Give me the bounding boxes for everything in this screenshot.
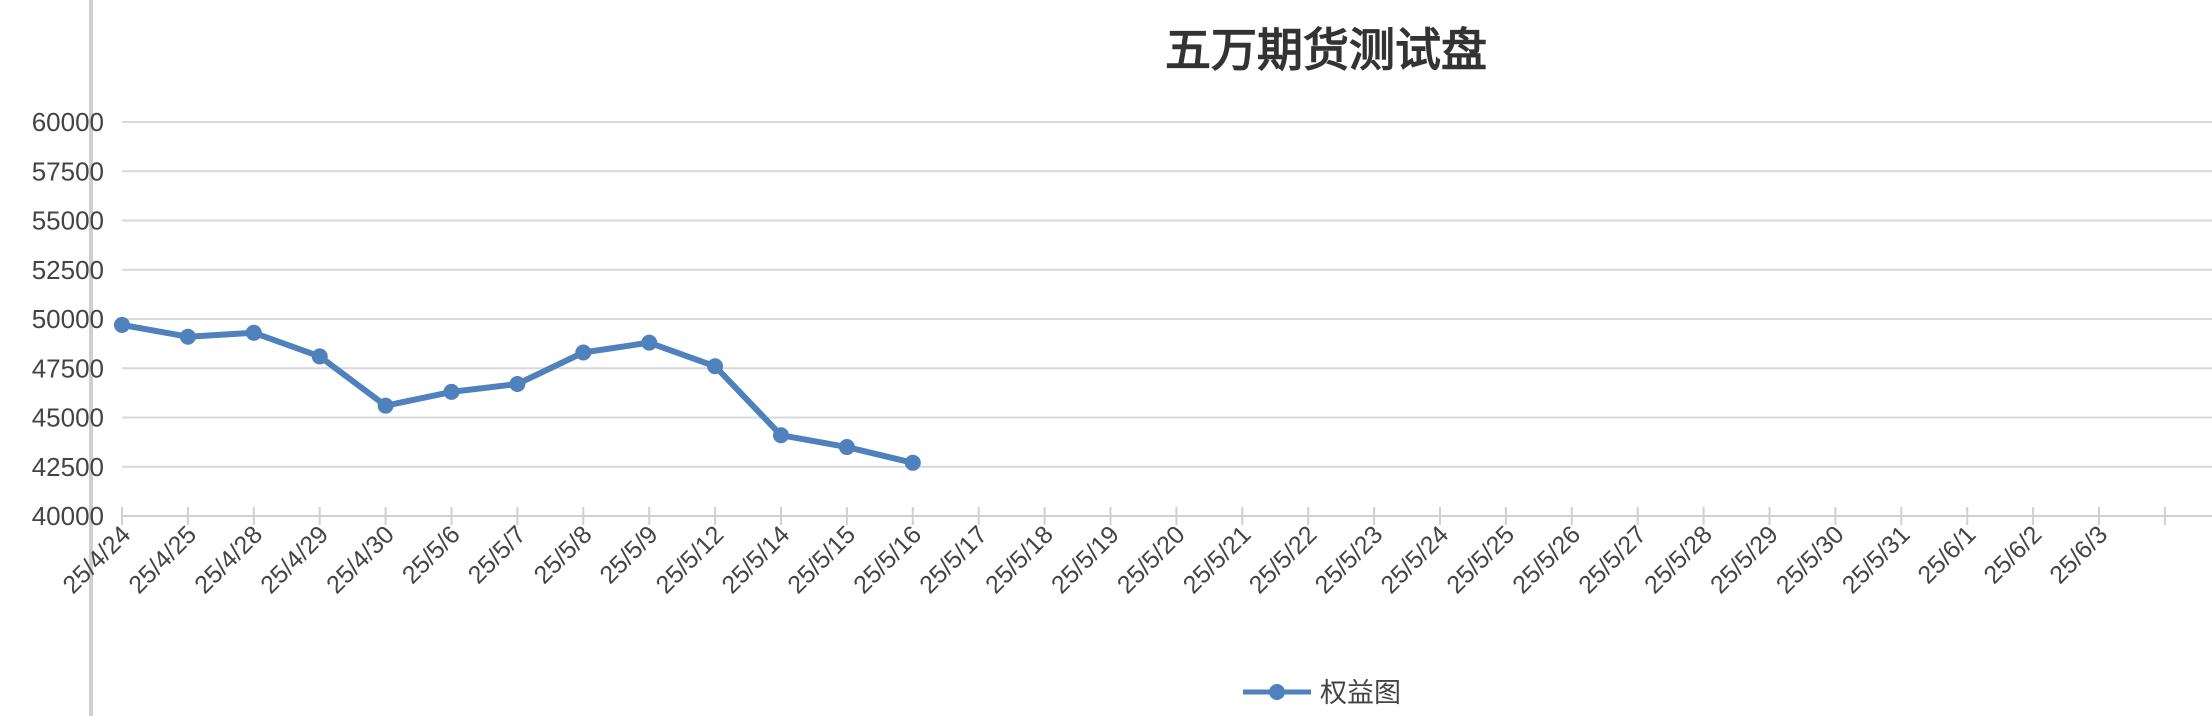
data-point: [377, 397, 394, 414]
x-tick-label: 25/5/21: [1178, 520, 1257, 599]
x-tick-label: 25/6/1: [1912, 520, 1981, 589]
left-border-line: [89, 0, 93, 716]
x-tick-label: 25/5/24: [1375, 520, 1454, 599]
series-layer: [114, 316, 921, 471]
data-point: [904, 454, 921, 471]
x-axis: [121, 507, 2212, 525]
data-point: [443, 383, 460, 400]
x-tick-label: 25/5/18: [980, 520, 1059, 599]
y-tick-label: 47500: [32, 353, 104, 383]
data-point: [114, 316, 130, 333]
x-tick-label: 25/6/2: [1978, 520, 2047, 589]
gridlines: [122, 121, 2212, 468]
y-tick-label: 57500: [32, 156, 104, 186]
x-tick-label: 25/5/12: [651, 520, 730, 599]
x-tick-label: 25/5/30: [1771, 520, 1850, 599]
y-axis-ticks: 60000 57500 55000 52500 50000 47500 45000 42500…: [32, 107, 104, 531]
x-axis-tick-labels: 25/4/2425/4/2525/4/2825/4/2925/4/3025/5/…: [57, 520, 2113, 599]
data-point: [838, 439, 855, 456]
x-tick-label: 25/5/27: [1573, 520, 1652, 599]
x-tick-label: 25/4/25: [123, 520, 202, 599]
x-tick-label: 25/5/6: [397, 520, 466, 589]
x-tick-label: 25/5/14: [716, 520, 795, 599]
x-tick-label: 25/5/8: [529, 520, 598, 589]
x-tick-label: 25/4/30: [321, 520, 400, 599]
x-tick-label: 25/4/29: [255, 520, 334, 599]
x-tick-label: 25/5/22: [1244, 520, 1323, 599]
data-point: [575, 344, 592, 361]
x-tick-label: 25/5/25: [1441, 520, 1520, 599]
data-point: [179, 328, 196, 345]
x-tick-label: 25/5/29: [1705, 520, 1784, 599]
y-tick-label: 55000: [32, 206, 104, 236]
data-point: [641, 334, 658, 351]
y-tick-label: 40000: [32, 501, 104, 531]
legend: 权益图: [1243, 678, 1401, 709]
data-point: [311, 348, 328, 365]
x-tick-label: 25/6/3: [2044, 520, 2113, 589]
x-tick-label: 25/5/23: [1310, 520, 1389, 599]
data-point: [773, 427, 789, 444]
x-tick-label: 25/5/26: [1507, 520, 1586, 599]
x-tick-label: 25/5/31: [1837, 520, 1916, 599]
legend-label: 权益图: [1320, 678, 1401, 709]
x-tick-label: 25/5/16: [848, 520, 927, 599]
y-tick-label: 50000: [32, 304, 104, 334]
y-tick-label: 52500: [32, 255, 104, 285]
x-tick-label: 25/5/7: [463, 520, 532, 589]
data-point: [707, 358, 724, 375]
chart-title: 五万期货测试盘: [1165, 23, 1487, 77]
x-tick-label: 25/5/19: [1046, 520, 1125, 599]
x-tick-label: 25/4/28: [189, 520, 268, 599]
x-tick-label: 25/5/17: [914, 520, 993, 599]
data-point: [509, 376, 526, 393]
y-tick-label: 45000: [32, 403, 104, 433]
y-tick-label: 60000: [32, 107, 104, 137]
data-point: [245, 324, 262, 341]
x-tick-label: 25/5/28: [1639, 520, 1718, 599]
y-tick-label: 42500: [32, 452, 104, 482]
series-line: [121, 321, 914, 466]
x-tick-label: 25/4/24: [57, 520, 136, 599]
legend-dot-marker: [1269, 684, 1285, 700]
x-tick-label: 25/5/15: [782, 520, 861, 599]
x-tick-label: 25/5/20: [1112, 520, 1191, 599]
